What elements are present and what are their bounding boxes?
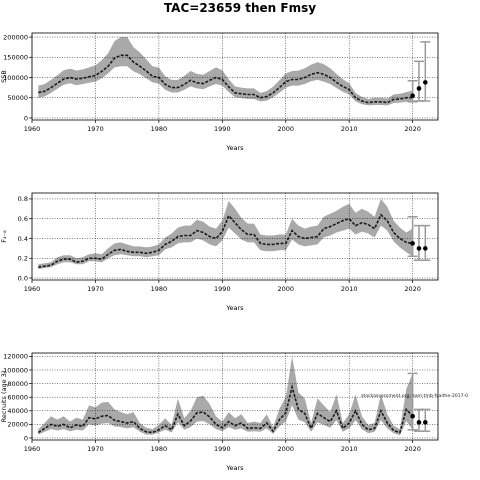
x-axis-label: Years xyxy=(225,304,244,312)
y-tick-label: 0.6 xyxy=(18,215,28,223)
x-axis-label: Years xyxy=(225,144,244,152)
y-tick-label: 150000 xyxy=(3,54,28,62)
y-axis-label: Recruits (age 3) xyxy=(0,371,8,423)
x-tick-label: 1970 xyxy=(87,125,104,133)
x-tick-label: 1970 xyxy=(87,285,104,293)
y-tick-label: 20000 xyxy=(7,421,28,429)
confidence-band xyxy=(38,356,413,436)
projection-point xyxy=(416,246,422,251)
confidence-band xyxy=(38,37,413,106)
x-tick-label: 2020 xyxy=(404,285,421,293)
projection-point xyxy=(410,241,415,246)
y-tick-label: 0.8 xyxy=(18,195,28,203)
plot-frame xyxy=(31,192,439,281)
x-tick-label: 2010 xyxy=(341,445,358,453)
x-tick-label: 1980 xyxy=(151,125,168,133)
x-tick-label: 2010 xyxy=(341,125,358,133)
projection-point xyxy=(423,80,428,85)
x-tick-label: 1980 xyxy=(151,445,168,453)
y-tick-label: 200000 xyxy=(3,33,28,41)
y-axis-label: F₄₋₈ xyxy=(0,230,8,243)
panel-3: 1960 1970 1980 1990 2000 2010 2020 0 20000 40000 6… xyxy=(0,352,468,472)
x-tick-label: 2020 xyxy=(404,125,421,133)
panel-2: 1960 1970 1980 1990 2000 2010 2020 0.0 0.2 0.4 0.6… xyxy=(0,192,439,312)
x-tick-label: 1970 xyxy=(87,445,104,453)
chart-title: TAC=23659 then Fmsy xyxy=(163,1,317,15)
x-tick-label: 2000 xyxy=(277,445,294,453)
y-tick-label: 60000 xyxy=(7,393,28,401)
x-tick-label: 1960 xyxy=(24,285,41,293)
x-axis-label: Years xyxy=(225,464,244,472)
projection-point xyxy=(423,246,428,251)
panel-1: 1960 1970 1980 1990 2000 2010 2020 0 50000 100000… xyxy=(0,32,439,152)
y-axis-label: SSB xyxy=(0,70,8,83)
y-tick-label: 0.2 xyxy=(18,255,28,263)
projection-point xyxy=(416,420,422,425)
plot-frame xyxy=(31,352,439,441)
x-tick-label: 2000 xyxy=(277,125,294,133)
plot-frame xyxy=(31,32,439,121)
x-tick-label: 2020 xyxy=(404,445,421,453)
y-tick-label: 0 xyxy=(24,114,28,122)
y-tick-label: 0.0 xyxy=(18,274,28,282)
projection-point xyxy=(416,86,422,91)
projection-point xyxy=(410,413,415,419)
projection-point xyxy=(423,420,428,425)
x-tick-label: 2000 xyxy=(277,285,294,293)
y-tick-label: 50000 xyxy=(7,94,28,102)
x-tick-label: 1990 xyxy=(214,125,231,133)
y-tick-label: 120000 xyxy=(3,353,28,361)
y-tick-label: 100000 xyxy=(3,366,28,374)
x-tick-label: 1990 xyxy=(214,445,231,453)
x-tick-label: 2010 xyxy=(341,285,358,293)
median-line xyxy=(37,383,414,434)
y-tick-label: 0.4 xyxy=(18,235,28,243)
x-tick-label: 1990 xyxy=(214,285,231,293)
x-tick-label: 1980 xyxy=(151,285,168,293)
median-line xyxy=(38,54,413,104)
y-tick-label: 40000 xyxy=(7,407,28,415)
x-tick-label: 1960 xyxy=(24,445,41,453)
median-line xyxy=(38,213,413,268)
source-annotation: stockassessment.org: sam-tmb-fsaithe-201… xyxy=(361,393,468,399)
y-tick-label: 0 xyxy=(24,434,28,442)
y-tick-label: 80000 xyxy=(7,380,28,388)
x-tick-label: 1960 xyxy=(24,125,41,133)
projection-point xyxy=(410,93,415,99)
y-tick-label: 100000 xyxy=(3,74,28,82)
